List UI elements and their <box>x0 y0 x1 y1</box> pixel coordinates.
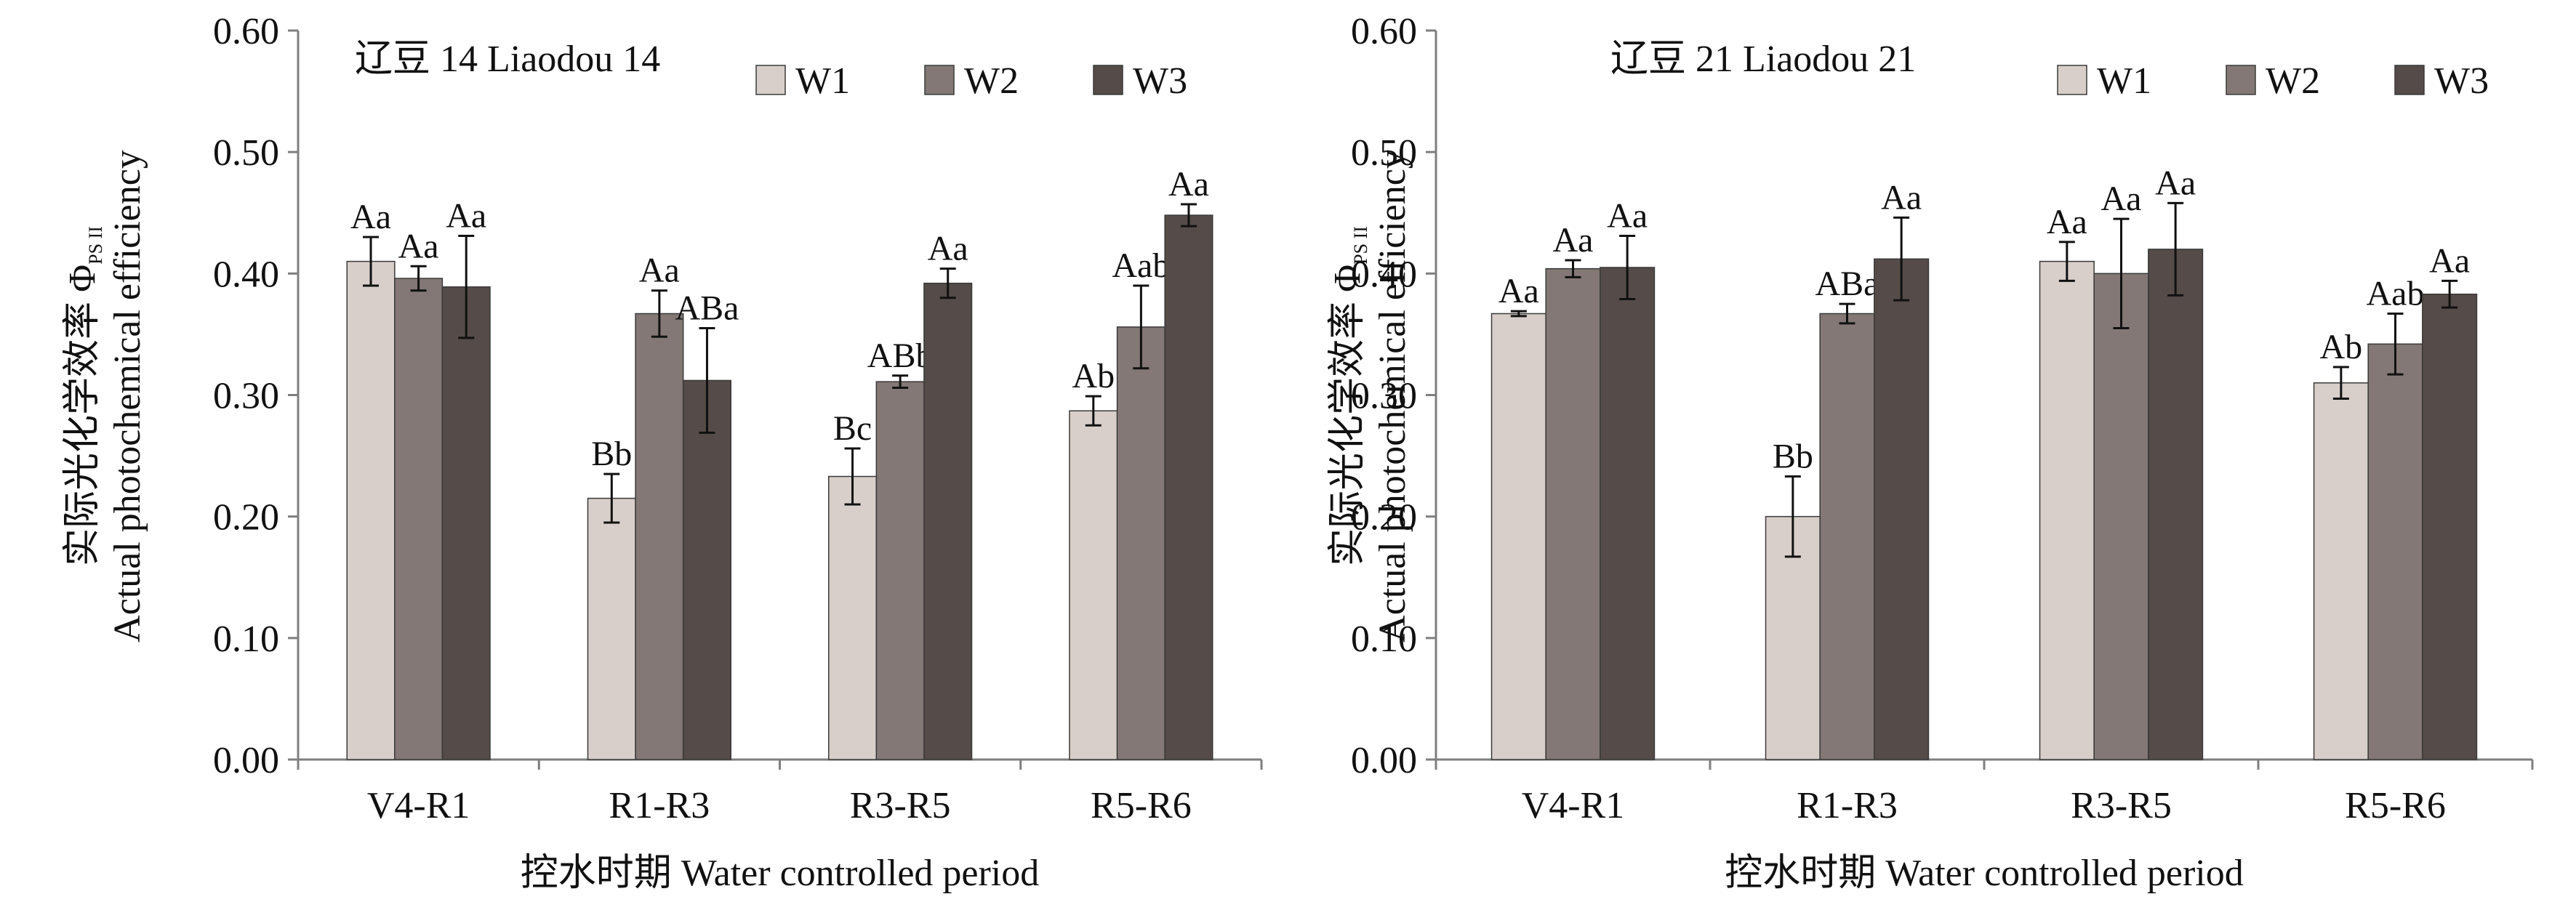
x-category-label: V4-R1 <box>1522 785 1625 826</box>
chart-title: 辽豆 21 Liaodou 21 <box>1610 39 1916 80</box>
chart-panel-1: 0.00 0.10 0.20 0.30 0.40 0.50 0.60 V4-R1 R1-R3 R3… <box>62 11 1263 894</box>
y-tick-label: 0.40 <box>1351 254 1417 295</box>
significance-label: Aa <box>1881 178 1922 217</box>
significance-label: ABa <box>1815 265 1879 303</box>
bar-w1 <box>1490 313 1546 760</box>
y-tick-label: 0.10 <box>1351 619 1417 660</box>
y-tick-label: 0.00 <box>1351 740 1417 781</box>
significance-label: Aa <box>639 251 680 290</box>
legend-swatch-w3 <box>1093 65 1123 95</box>
legend-label-w3: W3 <box>1133 60 1187 102</box>
significance-label: Aa <box>2155 164 2196 202</box>
bar-w3 <box>1874 258 1930 760</box>
significance-label: Aa <box>928 230 968 268</box>
bar-w3 <box>441 286 491 760</box>
significance-label: Aab <box>1112 246 1170 285</box>
bar-w1 <box>587 497 636 760</box>
legend: W1 W2 W3 <box>2057 60 2489 102</box>
y-tick-label: 0.20 <box>213 497 279 539</box>
y-axis-title-en: Actual photochemical efficiency <box>1372 150 1413 643</box>
y-axis-title-subscript: PS II <box>1350 226 1371 265</box>
x-axis-title: 控水时期 Water controlled period <box>521 853 1040 894</box>
significance-label: Ab <box>1072 357 1115 395</box>
y-tick-label: 0.30 <box>213 376 279 417</box>
y-tick-label: 0.10 <box>213 619 279 660</box>
legend-label-w1: W1 <box>2097 60 2151 102</box>
significance-label: Bb <box>591 435 632 473</box>
significance-label: Aab <box>2367 274 2425 313</box>
significance-label: Aa <box>2429 241 2470 280</box>
x-category-label: R5-R6 <box>2345 785 2446 826</box>
significance-label: Aa <box>1498 272 1539 310</box>
legend-swatch-w2 <box>924 65 955 95</box>
significance-label: Bb <box>1773 438 1813 476</box>
significance-label: Bc <box>833 409 872 448</box>
bar-w2 <box>2093 273 2149 760</box>
chart-panel-2: 0.00 0.10 0.20 0.30 0.40 0.50 0.60 V4-R1 R1-R3 R3… <box>1327 11 2534 894</box>
bar-w3 <box>682 379 732 760</box>
significance-label: ABb <box>867 337 934 375</box>
bar-w1 <box>346 260 396 760</box>
x-category-label: R3-R5 <box>2071 785 2172 826</box>
significance-label: Aa <box>1553 221 1594 259</box>
legend: W1 W2 W3 <box>755 60 1187 102</box>
x-category-label: V4-R1 <box>367 785 470 826</box>
significance-label: Aa <box>1168 165 1209 204</box>
x-category-label: R1-R3 <box>609 785 710 826</box>
x-category-label: R5-R6 <box>1091 785 1192 826</box>
bar-w3 <box>923 282 973 760</box>
significance-label: Aa <box>398 227 439 265</box>
y-tick-label: 0.60 <box>213 11 279 52</box>
y-axis-title-cn: 实际光化学效率 ΦPS II <box>1327 226 1371 566</box>
legend-swatch-w1 <box>755 65 786 95</box>
y-axis-title-en: Actual photochemical efficiency <box>107 150 148 643</box>
bar-w3 <box>2148 249 2204 760</box>
bar-w1 <box>827 475 878 760</box>
bar-w3 <box>2422 294 2478 760</box>
y-tick-label: 0.20 <box>1351 497 1417 539</box>
significance-label: Aa <box>350 198 391 236</box>
legend-label-w3: W3 <box>2434 60 2489 102</box>
x-category-label: R1-R3 <box>1797 785 1898 826</box>
bar-w1 <box>2313 382 2369 760</box>
legend-label-w1: W1 <box>795 60 850 102</box>
bar-w3 <box>1600 267 1656 760</box>
x-axis-title: 控水时期 Water controlled period <box>1725 853 2244 894</box>
bar-w2 <box>1545 267 1601 760</box>
bar-w2 <box>1819 313 1875 760</box>
legend-swatch-w2 <box>2226 65 2256 95</box>
chart-title: 辽豆 14 Liaodou 14 <box>355 39 660 80</box>
significance-label: Aa <box>2047 203 2087 241</box>
significance-label: Aa <box>2101 180 2142 218</box>
bar-w2 <box>1116 326 1165 760</box>
significance-label: Ab <box>2320 328 2363 366</box>
significance-label: Aa <box>446 197 486 235</box>
bar-w1 <box>2039 260 2095 760</box>
bar-w2 <box>394 278 444 760</box>
y-tick-label: 0.50 <box>213 132 279 174</box>
legend-swatch-w3 <box>2394 65 2425 95</box>
bar-w3 <box>1164 214 1213 760</box>
legend-swatch-w1 <box>2057 65 2087 95</box>
significance-label: ABa <box>675 289 739 328</box>
y-tick-label: 0.60 <box>1351 11 1417 52</box>
bar-w1 <box>1069 410 1118 760</box>
y-tick-label: 0.50 <box>1351 132 1417 174</box>
y-tick-label: 0.30 <box>1351 376 1417 417</box>
significance-label: Aa <box>1607 197 1648 235</box>
legend-label-w2: W2 <box>2266 60 2320 102</box>
y-axis-title-cn: 实际光化学效率 ΦPS II <box>62 226 106 566</box>
y-tick-label: 0.00 <box>213 740 279 781</box>
bar-w2 <box>635 313 684 760</box>
y-axis-title-cn-text: 实际光化学效率 Φ <box>62 265 103 566</box>
y-axis-title-subscript: PS II <box>85 226 106 265</box>
x-category-label: R3-R5 <box>850 785 951 826</box>
bar-w2 <box>2367 343 2423 760</box>
bar-w2 <box>875 381 925 760</box>
y-axis-title-cn-text: 实际光化学效率 Φ <box>1327 265 1368 566</box>
y-tick-label: 0.40 <box>213 254 279 295</box>
legend-label-w2: W2 <box>964 60 1019 102</box>
